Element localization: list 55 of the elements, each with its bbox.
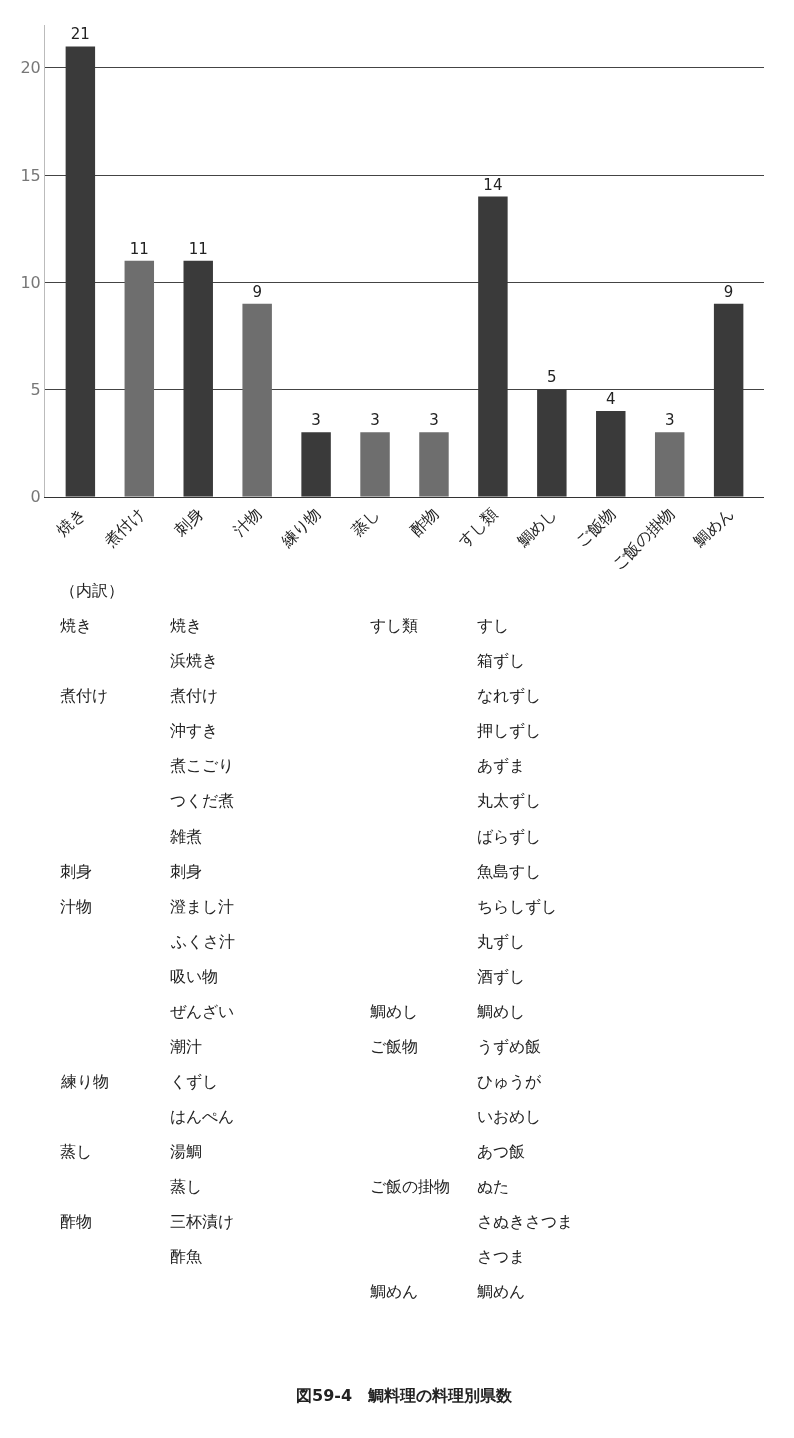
text: ふくさ汁 丸ずし [171, 932, 525, 951]
text: 汁物 澄まし汁 ちらしずし [60, 897, 557, 916]
text: 酢物 三杯漬け さぬきさつま [60, 1212, 573, 1231]
bar [242, 303, 272, 497]
data-label: 9 [723, 282, 734, 301]
x-tick-label: 酢物 [406, 503, 443, 540]
x-tick-label: 刺身 [170, 503, 207, 540]
x-tick-label: 鯛めし [512, 503, 561, 552]
bar [124, 260, 155, 497]
text: 煮付け 煮付け なれずし [60, 686, 541, 705]
x-tick-label: 練り物 [276, 503, 325, 552]
bar [654, 432, 685, 497]
x-tick-label: 汁物 [229, 503, 266, 540]
text: 潮汁 ご飯物 うずめ飯 [170, 1037, 541, 1056]
text: 刺身 刺身 魚島すし [60, 862, 541, 881]
bar [419, 432, 449, 497]
text: 酢魚 さつま [170, 1247, 525, 1266]
y-tick-label: 15 [20, 165, 41, 185]
x-tick-label: 鯛めん [689, 503, 738, 552]
data-label: 3 [664, 411, 675, 430]
data-label: 3 [311, 411, 321, 430]
text: 浜焼き 箱ずし [170, 651, 525, 670]
data-label: 3 [429, 411, 439, 430]
y-tick-label: 0 [30, 487, 41, 507]
text: 沖すき 押しずし [170, 721, 541, 740]
text: 煮こごり あずま [170, 756, 525, 775]
x-tick-label: すし類 [454, 503, 502, 552]
data-label: 9 [252, 282, 262, 301]
text: 練り物 くずし ひゅうが [61, 1072, 541, 1091]
x-tick-label: 蒸し [347, 503, 384, 540]
y-tick-label: 20 [20, 58, 41, 78]
data-label: 4 [606, 389, 616, 408]
text: 鯛めん 鯛めん [370, 1282, 525, 1301]
text: 蒸し 湯鯛 あつ飯 [60, 1142, 525, 1161]
data-label: 14 [483, 175, 503, 194]
bar [360, 432, 390, 497]
text: はんぺん いおめし [170, 1107, 541, 1126]
x-tick-label: 焼き [52, 503, 89, 540]
text: 吸い物 酒ずし [170, 967, 525, 986]
text: （内訳） [60, 581, 124, 600]
x-tick-label: 煮付け [100, 503, 148, 552]
data-label: 11 [129, 239, 149, 258]
text: ぜんざい 鯛めし 鯛めし [170, 1002, 525, 1021]
data-label: 5 [547, 368, 557, 387]
x-tick-label: ご飯物 [571, 503, 620, 552]
text: 図59-4 鯛料理の料理別県数 [296, 1386, 514, 1405]
text: 焼き 焼き すし類 すし [60, 616, 509, 635]
data-label: 3 [370, 411, 380, 430]
y-tick-label: 10 [20, 272, 41, 292]
text: つくだ煮 丸太ずし [170, 791, 541, 810]
data-label: 21 [70, 25, 90, 44]
data-label: 11 [188, 239, 208, 258]
y-tick-label: 5 [30, 380, 41, 400]
text: 雑煮 ばらずし [170, 827, 541, 846]
text: 蒸し ご飯の掛物 ぬた [170, 1177, 509, 1196]
